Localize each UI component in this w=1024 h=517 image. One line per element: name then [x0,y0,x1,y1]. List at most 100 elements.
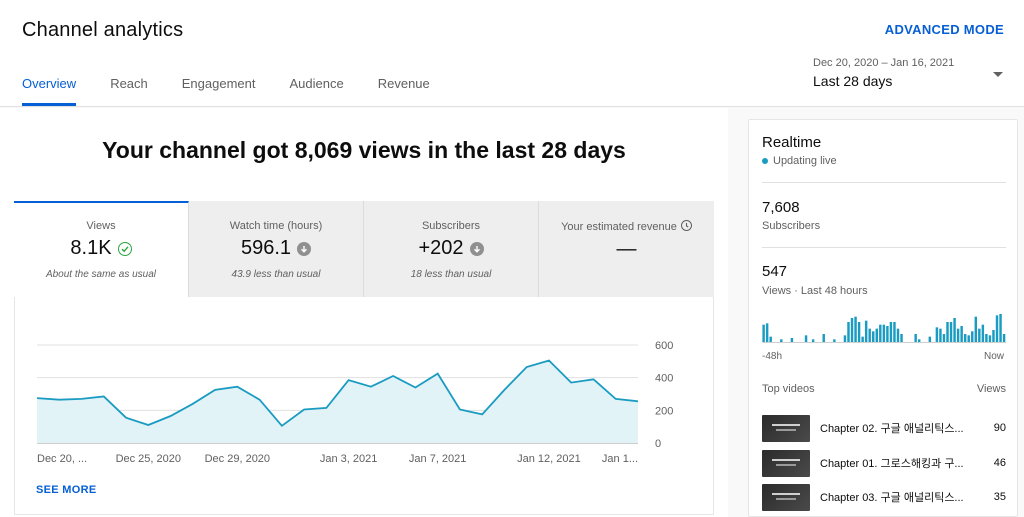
data-point[interactable] [480,412,485,417]
sparkline-bar[interactable] [935,327,939,342]
sparkline-bar[interactable] [900,334,903,342]
data-point[interactable] [569,380,574,385]
data-point[interactable] [413,385,418,390]
sparkline-bar[interactable] [981,324,985,342]
top-video-row[interactable]: Chapter 03. 구글 애널리틱스... 35 [762,483,1006,511]
sparkline-bar[interactable] [967,335,970,342]
video-thumbnail[interactable] [762,483,810,511]
video-thumbnail[interactable] [762,414,810,442]
metric-tab-revenue[interactable]: Your estimated revenue — [539,201,714,297]
date-range-selector[interactable]: Dec 20, 2020 – Jan 16, 2021 Last 28 days [813,57,1005,89]
sparkline-bar[interactable] [790,338,794,342]
data-point[interactable] [324,405,329,410]
video-title[interactable]: Chapter 01. 그로스해킹과 구... [820,458,964,470]
data-point[interactable] [457,407,462,412]
data-point[interactable] [346,378,351,383]
sparkline-bar[interactable] [780,339,783,342]
data-point[interactable] [235,384,240,389]
sparkline-bar[interactable] [850,318,854,342]
data-point[interactable] [302,407,307,412]
data-point[interactable] [546,358,551,363]
sparkline-bar[interactable] [765,323,769,342]
sparkline-bar[interactable] [872,331,875,342]
sparkline-bar[interactable] [985,334,988,342]
sparkline-bar[interactable] [804,335,808,342]
tab-revenue[interactable]: Revenue [377,76,430,91]
sparkline-bar[interactable] [1002,334,1006,342]
sparkline-bar[interactable] [882,324,886,342]
sparkline-bar[interactable] [946,322,949,342]
sparkline-bar[interactable] [974,316,978,342]
tab-audience[interactable]: Audience [289,76,344,91]
metric-tab-views[interactable]: Views 8.1K About the same as usual [14,201,189,297]
video-title[interactable]: Chapter 02. 구글 애널리틱스... [820,423,964,435]
data-point[interactable] [168,414,173,419]
sparkline-bar[interactable] [999,314,1002,342]
chevron-down-icon[interactable] [993,72,1003,77]
sparkline-bar[interactable] [953,318,956,342]
data-point[interactable] [636,399,641,404]
sparkline-bar[interactable] [847,322,850,342]
sparkline-bar[interactable] [886,326,889,342]
data-point[interactable] [257,397,262,402]
metric-tab-subscribers[interactable]: Subscribers +202 18 less than usual [364,201,539,297]
data-point[interactable] [213,387,218,392]
data-point[interactable] [391,374,396,379]
data-point[interactable] [146,423,151,428]
sparkline-bar[interactable] [960,326,963,342]
sparkline-bar[interactable] [857,322,861,342]
top-video-row[interactable]: Chapter 02. 구글 애널리틱스... 90 [762,414,1006,442]
sparkline-bar[interactable] [978,328,981,342]
views-series-line[interactable] [36,359,639,428]
data-point[interactable] [368,384,373,389]
advanced-mode-button[interactable]: ADVANCED MODE [884,22,1004,37]
data-point[interactable] [35,396,40,401]
tab-reach[interactable]: Reach [110,76,148,91]
sparkline-bar[interactable] [769,336,772,342]
data-point[interactable] [79,396,84,401]
data-point[interactable] [435,371,440,376]
sparkline-bar[interactable] [868,328,871,342]
sparkline-bar[interactable] [917,339,921,342]
sparkline-bar[interactable] [879,324,882,342]
top-video-row[interactable]: Chapter 01. 그로스해킹과 구... 46 [762,449,1006,477]
sparkline-bar[interactable] [893,322,896,342]
tab-overview[interactable]: Overview [22,76,77,106]
data-point[interactable] [190,401,195,406]
sparkline-bar[interactable] [843,335,847,342]
data-point[interactable] [124,415,129,420]
sparkline-bar[interactable] [939,328,942,342]
sparkline-bar[interactable] [875,328,878,342]
sparkline-bar[interactable] [942,334,946,342]
tab-engagement[interactable]: Engagement [181,76,256,91]
data-point[interactable] [279,423,284,428]
video-thumbnail[interactable] [762,449,810,477]
sparkline-bar[interactable] [949,322,953,342]
sparkline-bar[interactable] [992,330,995,342]
video-title[interactable]: Chapter 03. 구글 애널리틱스... [820,492,964,504]
sparkline-bar[interactable] [995,315,999,342]
metric-tab-watch-time[interactable]: Watch time (hours) 596.1 43.9 less than … [189,201,364,297]
sparkline-bar[interactable] [889,322,893,342]
sparkline-bar[interactable] [956,328,960,342]
sparkline-bar[interactable] [811,339,815,342]
sparkline-bar[interactable] [963,334,967,342]
data-point[interactable] [502,387,507,392]
sparkline-bar[interactable] [822,334,825,342]
info-icon[interactable] [680,220,692,231]
data-point[interactable] [101,394,106,399]
see-more-link[interactable]: SEE MORE [36,484,97,496]
sparkline-bar[interactable] [988,335,992,342]
sparkline-bar[interactable] [914,334,917,342]
sparkline-bar[interactable] [861,336,864,342]
data-point[interactable] [524,365,529,370]
data-point[interactable] [591,377,596,382]
data-point[interactable] [57,397,62,402]
sparkline-bar[interactable] [971,331,974,342]
data-point[interactable] [613,396,618,401]
sparkline-bar[interactable] [864,320,868,342]
sparkline-bar[interactable] [896,328,900,342]
sparkline-bar[interactable] [854,316,857,342]
sparkline-bar[interactable] [833,339,836,342]
sparkline-bar[interactable] [928,336,932,342]
